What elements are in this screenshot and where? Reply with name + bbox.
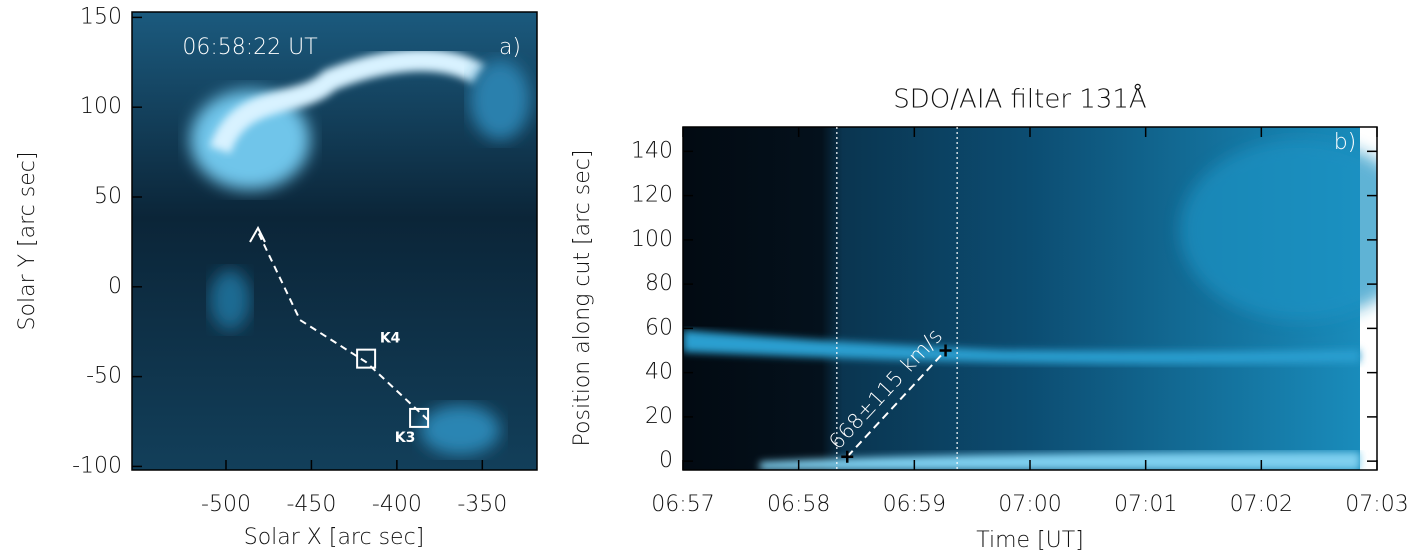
box-label: K4: [380, 331, 401, 347]
y-tick-label: -100: [72, 453, 122, 478]
timestamp: 06:58:22 UT: [182, 35, 317, 60]
chart-title: SDO/AIA filter 131Å: [893, 82, 1146, 115]
x-tick-label: 07:00: [998, 492, 1061, 517]
y-tick-label: 60: [645, 315, 673, 340]
y-tick-label: -50: [86, 364, 122, 389]
fit-point: [939, 344, 952, 357]
x-tick-label: -450: [286, 492, 336, 517]
y-tick-label: 140: [631, 138, 673, 163]
y-tick-label: 100: [631, 227, 673, 252]
x-tick-label: -400: [372, 492, 422, 517]
x-axis-label: Solar X [arc sec]: [244, 525, 425, 550]
y-tick-label: 0: [108, 274, 122, 299]
region-box: [409, 407, 430, 428]
y-tick-label: 50: [94, 184, 122, 209]
y-tick-label: 120: [631, 183, 673, 208]
image-b: [683, 127, 1377, 470]
fit-point: [841, 450, 854, 463]
x-tick-label: -500: [201, 492, 251, 517]
panel-label: a): [499, 35, 521, 60]
y-tick-label: 40: [645, 360, 673, 385]
x-tick-label: 06:57: [651, 492, 714, 517]
x-tick-label: 07:02: [1230, 492, 1293, 517]
x-tick-label: -350: [457, 492, 507, 517]
y-tick-label: 100: [80, 94, 122, 119]
region-box: [356, 348, 377, 369]
x-tick-label: 06:58: [767, 492, 830, 517]
y-tick-label: 80: [645, 271, 673, 296]
y-tick-label: 20: [645, 404, 673, 429]
image-a: [132, 12, 537, 470]
fit-line: [846, 349, 947, 458]
y-axis-label: Solar Y [arc sec]: [15, 152, 40, 331]
x-tick-label: 07:01: [1114, 492, 1177, 517]
y-tick-label: 150: [80, 4, 122, 29]
x-axis-label: Time [UT]: [976, 528, 1084, 553]
x-tick-label: 07:03: [1345, 492, 1408, 517]
y-tick-label: 0: [659, 448, 673, 473]
box-label: K3: [395, 430, 416, 446]
x-tick-label: 06:59: [883, 492, 946, 517]
y-axis-label: Position along cut [arc sec]: [570, 150, 595, 447]
panel-label: b): [1334, 130, 1357, 155]
